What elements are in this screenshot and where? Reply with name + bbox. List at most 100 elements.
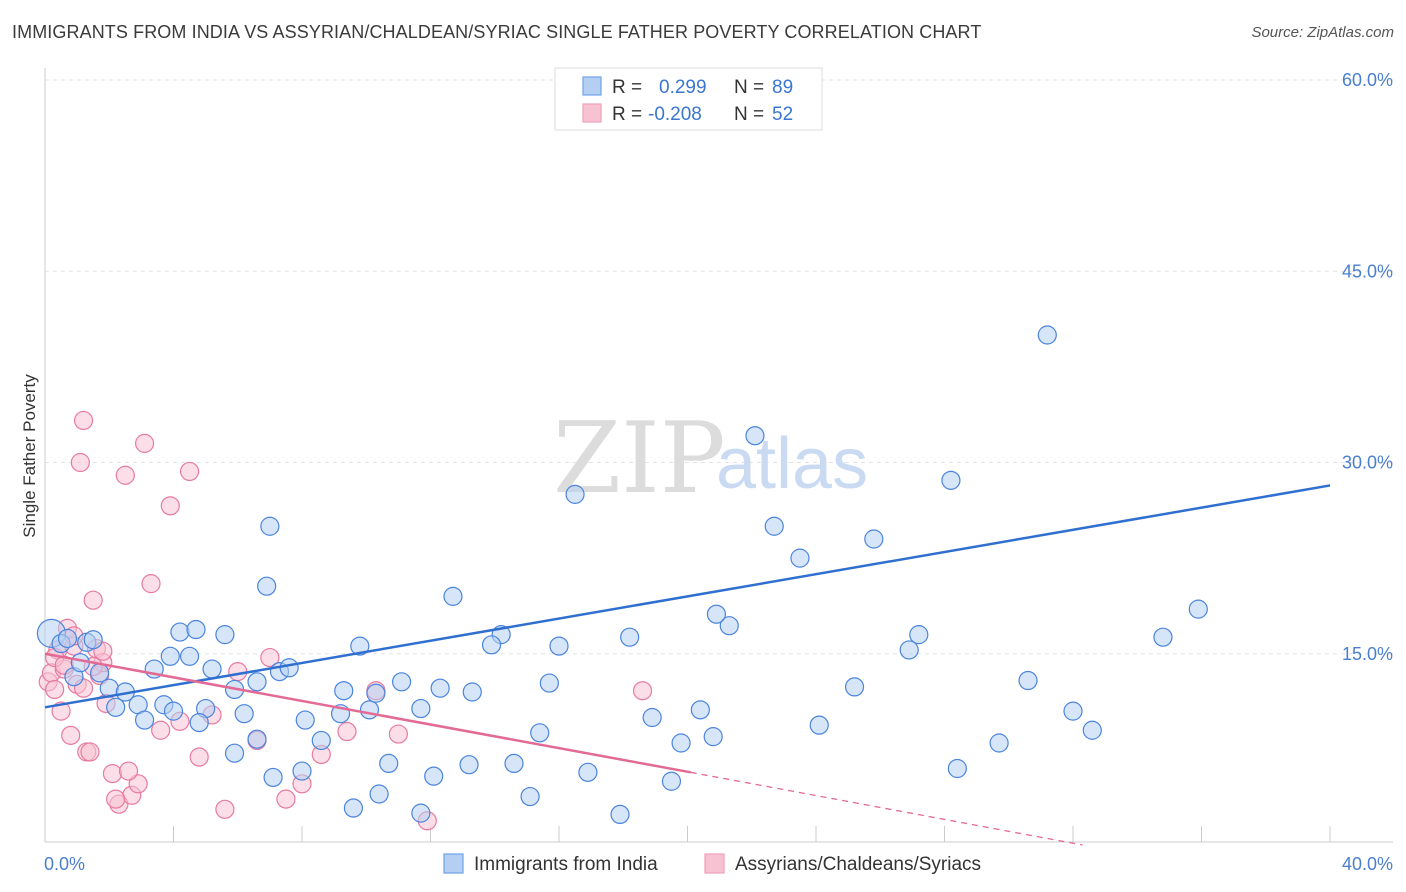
india-point — [411, 698, 431, 719]
india-point — [134, 710, 155, 730]
india-point — [565, 484, 585, 504]
assyrians-point — [128, 774, 148, 794]
correlation-legend: R = 0.299 N = 89 R = -0.208 N = 52 — [554, 67, 823, 131]
grid-lines — [45, 79, 1393, 655]
chart-title: IMMIGRANTS FROM INDIA VS ASSYRIAN/CHALDE… — [12, 22, 982, 42]
india-point — [443, 586, 463, 606]
bottom-legend-swatch-assyrians — [704, 853, 725, 874]
india-point — [163, 701, 184, 721]
india-point — [504, 753, 524, 774]
assyrians-point — [70, 452, 90, 473]
x-tick-min: 0.0% — [44, 854, 85, 874]
assyrians-point — [73, 410, 94, 431]
india-point — [160, 646, 180, 666]
india-point — [57, 628, 78, 649]
legend-n-label-assyrians: N = — [734, 104, 764, 125]
assyrians-point — [80, 742, 100, 762]
india-point — [295, 710, 315, 730]
india-point — [1037, 325, 1057, 345]
assyrians-point — [61, 725, 81, 745]
axes — [44, 68, 1393, 843]
legend-r-value-india: 0.299 — [659, 77, 707, 98]
assyrians-point — [141, 574, 161, 594]
assyrians-point — [102, 763, 123, 784]
india-point — [462, 682, 482, 702]
assyrians-point — [118, 761, 139, 781]
india-point — [642, 707, 662, 728]
series-legend: Immigrants from India Assyrians/Chaldean… — [443, 853, 981, 875]
trend-line-assyrians — [44, 652, 691, 774]
watermark-atlas: atlas — [716, 424, 868, 504]
assyrians-point — [388, 724, 408, 744]
india-point — [764, 516, 784, 536]
india-point — [292, 761, 312, 781]
india-point — [369, 784, 389, 804]
india-point — [260, 516, 280, 536]
india-point — [620, 627, 640, 647]
india-point — [549, 636, 569, 656]
assyrians-point — [189, 747, 209, 767]
trend-line-assyrians-extension — [690, 771, 1083, 846]
india-point — [459, 755, 479, 775]
india-point — [661, 771, 682, 791]
trend-lines — [44, 484, 1331, 846]
india-point — [179, 646, 200, 666]
india-point — [350, 636, 370, 656]
y-tick-label-0: 15.0% — [1342, 644, 1393, 664]
india-point — [263, 767, 283, 788]
india-point — [610, 804, 630, 825]
india-point — [947, 758, 967, 779]
series-india-points — [36, 83, 1208, 825]
trend-line-india — [44, 484, 1331, 709]
legend-n-value-assyrians: 52 — [772, 104, 793, 125]
y-tick-label-3: 60.0% — [1342, 70, 1393, 90]
bottom-legend-label-assyrians: Assyrians/Chaldeans/Syriacs — [735, 854, 981, 875]
legend-r-label-assyrians: R = — [612, 104, 642, 125]
india-point — [224, 743, 245, 763]
y-axis-label: Single Father Poverty — [20, 374, 39, 538]
y-tick-label-1: 30.0% — [1342, 453, 1393, 473]
y-tick-labels: 15.0% 30.0% 45.0% 60.0% — [1342, 70, 1393, 664]
assyrians-point — [632, 681, 653, 701]
india-point — [578, 762, 598, 782]
india-point — [1082, 720, 1102, 740]
india-point — [106, 697, 126, 717]
india-point — [864, 529, 884, 549]
legend-swatch-india — [582, 76, 602, 96]
assyrians-point — [151, 720, 171, 740]
assyrians-point — [51, 701, 71, 721]
india-point — [424, 766, 444, 786]
y-tick-label-2: 45.0% — [1342, 261, 1393, 281]
india-point — [481, 635, 502, 655]
india-point — [343, 798, 363, 818]
bottom-legend-swatch-india — [443, 853, 464, 874]
india-point — [186, 619, 206, 640]
legend-r-value-assyrians: -0.208 — [648, 104, 702, 125]
assyrians-point — [45, 679, 65, 700]
india-point — [790, 548, 810, 568]
india-point — [941, 470, 961, 490]
legend-r-label-india: R = — [612, 77, 642, 98]
india-point — [311, 730, 331, 751]
india-point — [279, 658, 299, 678]
india-point — [1153, 627, 1173, 647]
assyrians-point — [276, 789, 296, 809]
india-point — [257, 576, 277, 596]
assyrians-point — [115, 465, 135, 485]
assyrians-point — [160, 496, 180, 516]
india-point — [809, 715, 829, 735]
assyrians-point — [134, 433, 155, 453]
assyrians-point — [260, 647, 280, 668]
india-point — [83, 630, 103, 650]
assyrians-point — [83, 590, 103, 610]
india-point — [247, 729, 267, 749]
india-point — [844, 677, 865, 697]
bottom-legend-label-india: Immigrants from India — [474, 854, 658, 875]
india-point — [70, 653, 90, 673]
india-point — [1063, 701, 1083, 721]
india-point — [703, 727, 723, 747]
india-point — [247, 672, 267, 692]
source-credit: Source: ZipAtlas.com — [1251, 24, 1394, 41]
india-point — [430, 678, 450, 698]
